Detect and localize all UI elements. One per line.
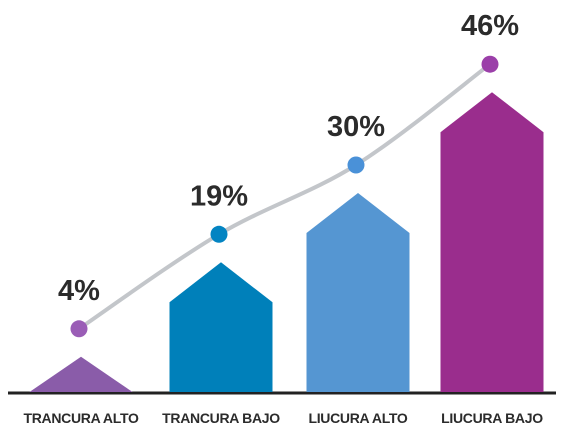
value-label: 30% [327, 111, 385, 143]
dot [481, 55, 499, 73]
bar [169, 262, 273, 392]
category-label: LIUCURA BAJO [441, 410, 543, 426]
bar [29, 356, 133, 392]
value-label: 4% [58, 275, 100, 307]
bar [440, 92, 544, 392]
dot [70, 320, 88, 338]
dot [210, 225, 228, 243]
category-label: LIUCURA ALTO [308, 410, 407, 426]
value-label: 19% [190, 180, 248, 212]
category-label: TRANCURA ALTO [23, 410, 138, 426]
category-label: TRANCURA BAJO [162, 410, 280, 426]
value-label: 46% [461, 10, 519, 42]
bar [306, 193, 410, 392]
trend-line [77, 62, 492, 331]
dot [347, 156, 365, 174]
